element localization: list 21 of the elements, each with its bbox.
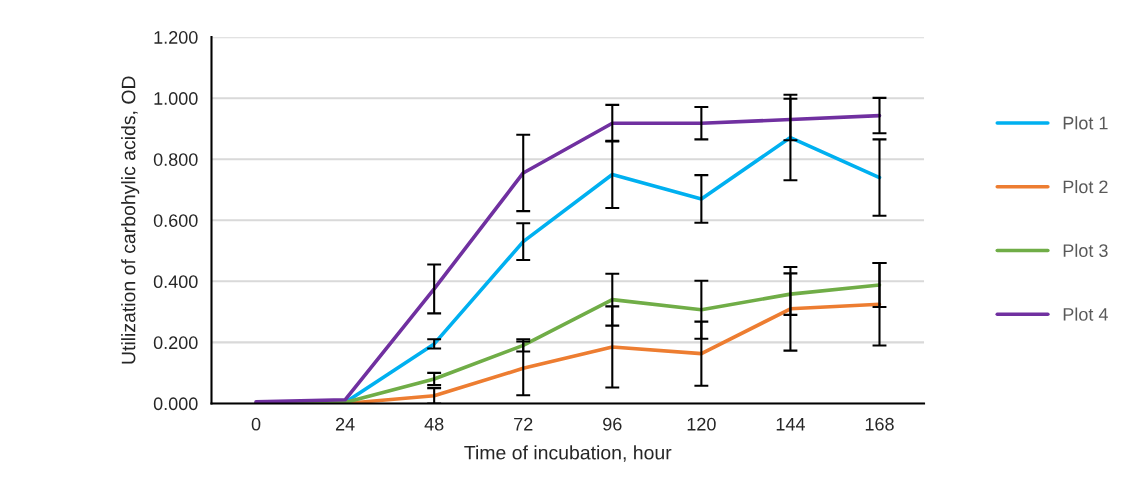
- y-tick-label: 0.600: [153, 214, 198, 227]
- x-tick-label: 96: [603, 417, 622, 431]
- x-tick-label: 120: [687, 417, 716, 431]
- x-tick-label: 144: [776, 417, 805, 431]
- x-tick-label: 168: [865, 417, 894, 431]
- y-axis-title: Utilization of carbohylic acids, OD: [121, 76, 140, 364]
- x-tick-label: 0: [251, 417, 261, 431]
- legend-label: Plot 4: [1063, 307, 1108, 321]
- y-tick-label: 1.200: [154, 31, 198, 44]
- x-axis-title: Time of incubation, hour: [464, 445, 672, 462]
- y-tick-label: 0.400: [153, 275, 198, 289]
- x-tick-label: 72: [514, 417, 533, 431]
- y-tick-label: 0.000: [153, 397, 198, 411]
- legend-label: Plot 3: [1063, 243, 1108, 258]
- legend-label: Plot 1: [1063, 116, 1108, 130]
- x-tick-label: 24: [335, 417, 355, 431]
- y-tick-label: 1.000: [154, 92, 198, 105]
- x-tick-label: 48: [424, 417, 444, 431]
- y-tick-label: 0.200: [153, 336, 198, 350]
- legend-label: Plot 2: [1063, 179, 1108, 194]
- y-tick-label: 0.800: [153, 153, 198, 166]
